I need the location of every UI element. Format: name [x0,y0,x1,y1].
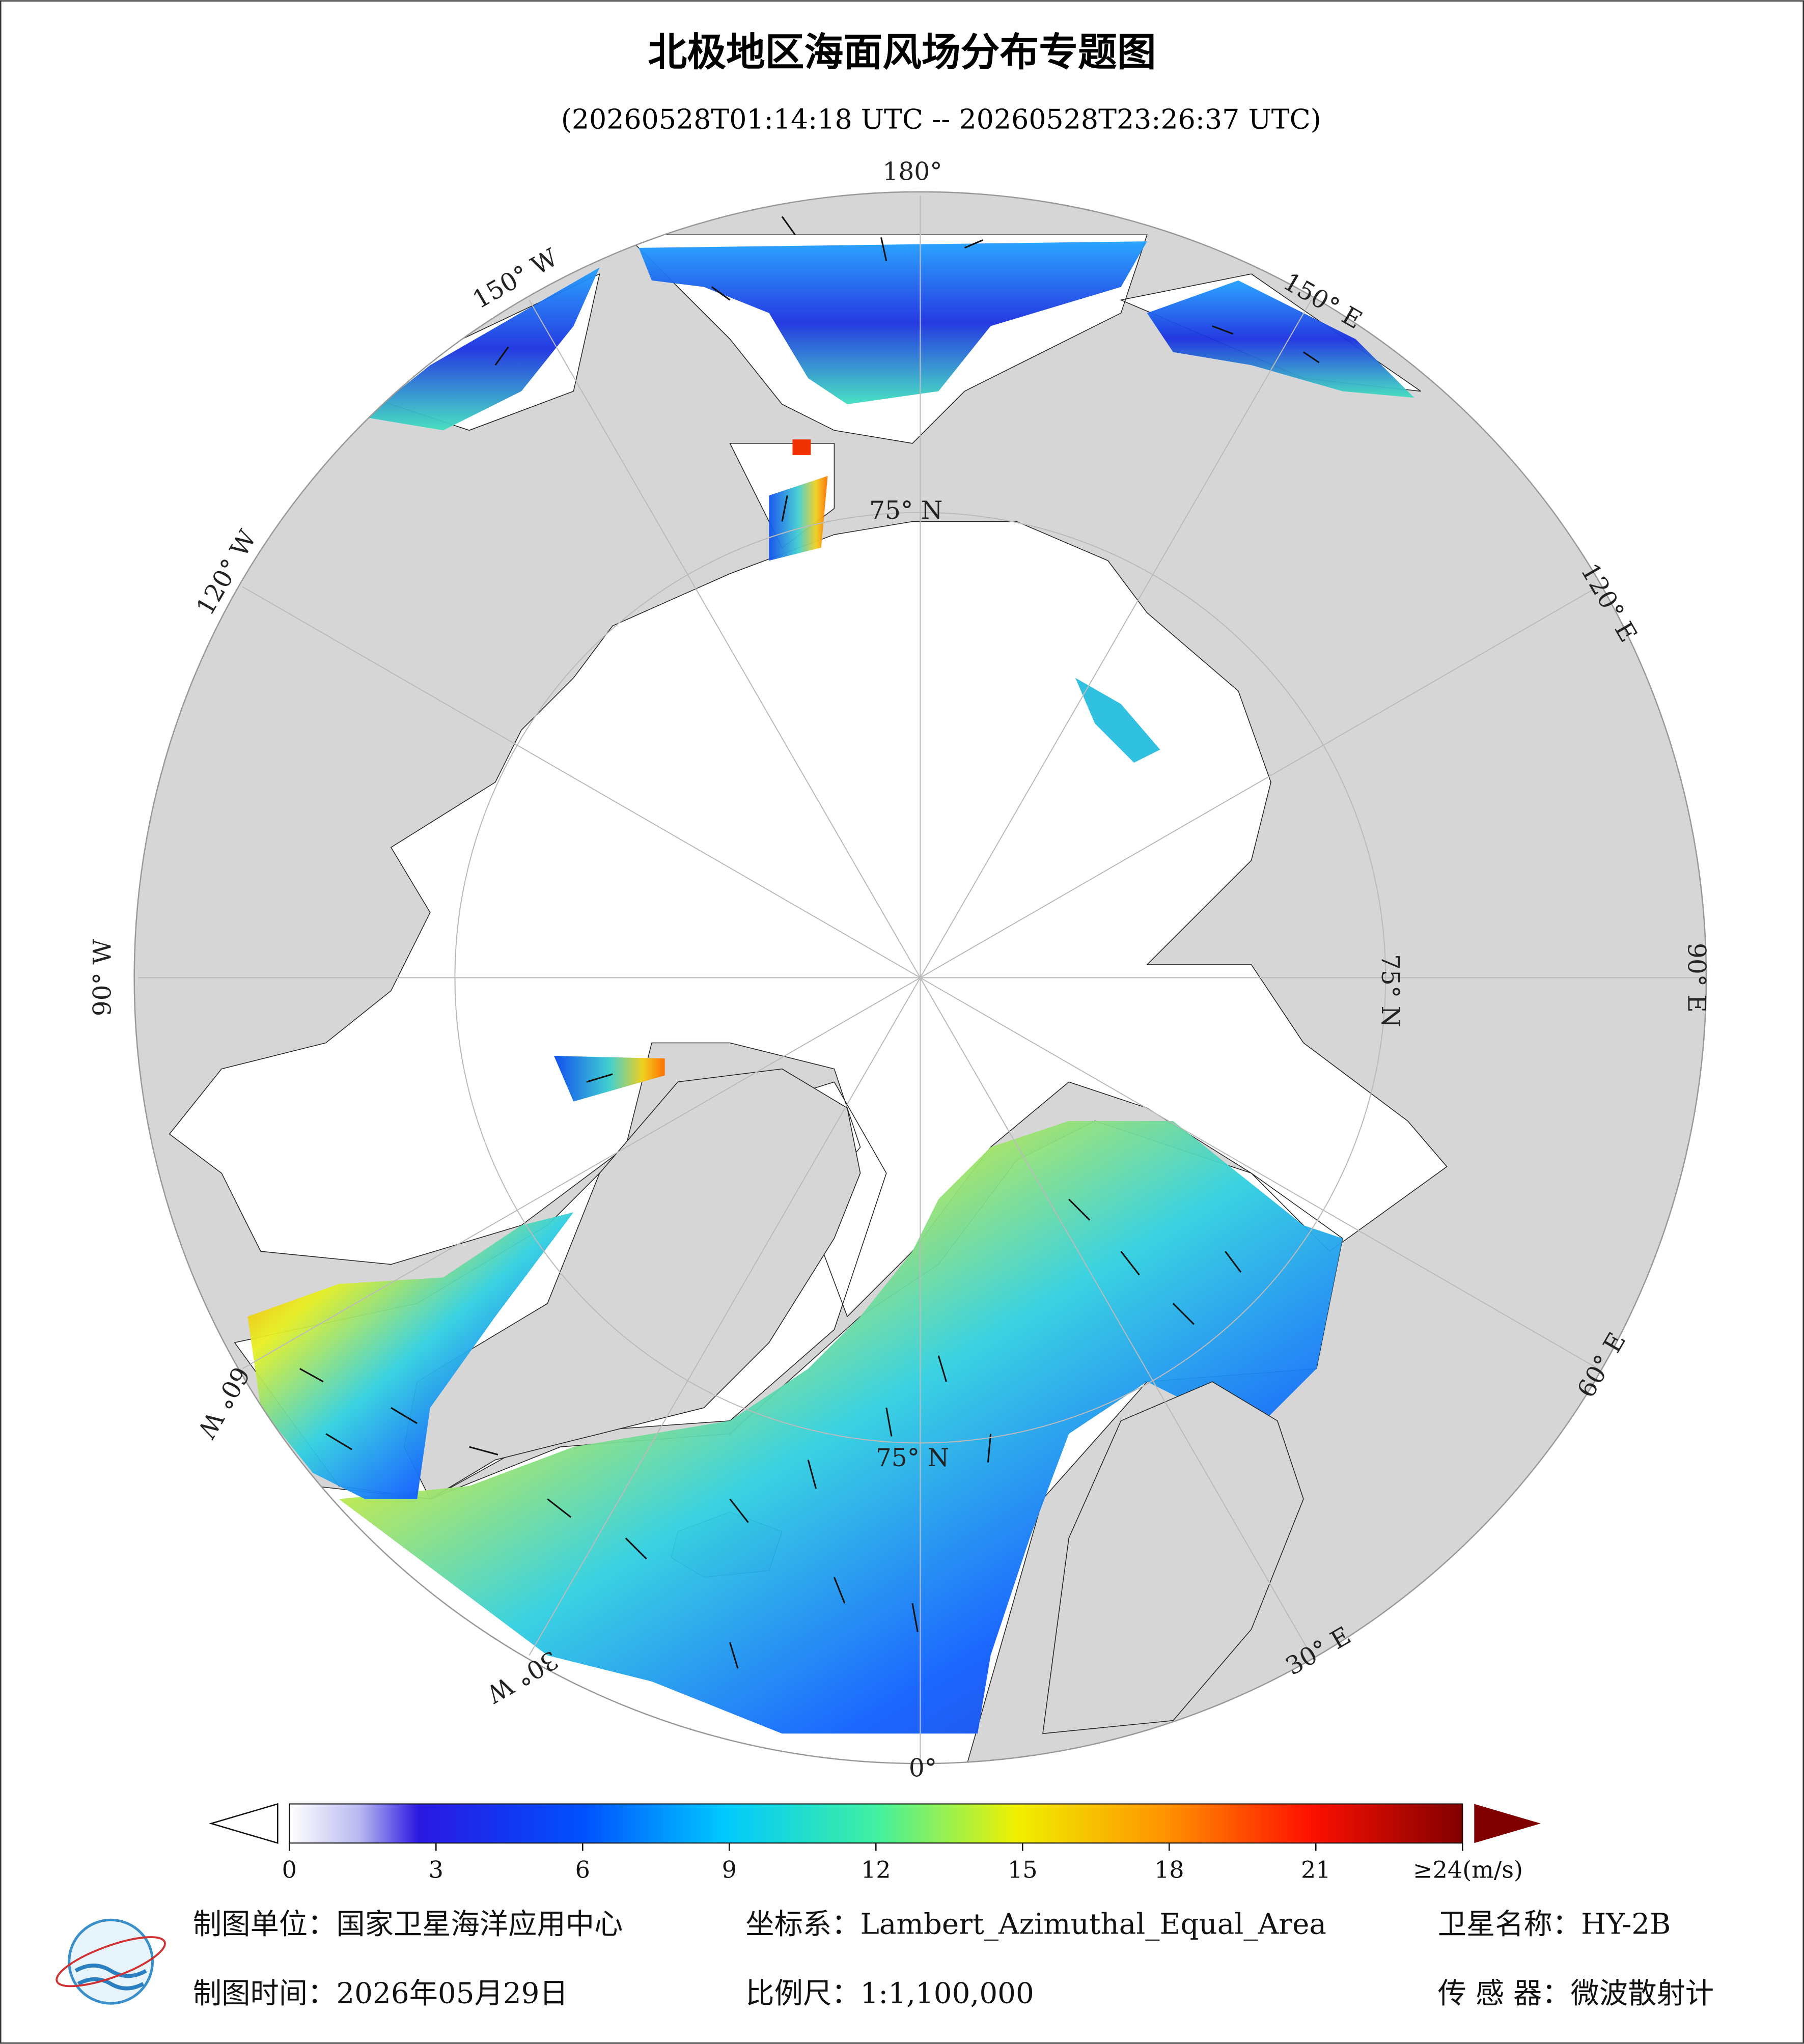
footer-scale: 比例尺：1:1,100,000 [745,1977,1034,2010]
colorbar-tick-label: 21 [1301,1856,1331,1884]
colorbar-tick-label: 6 [575,1856,590,1884]
wind-baffin [247,1212,574,1499]
lat-label: 75° N [876,1444,949,1472]
lon-label: 0° [909,1754,937,1782]
colorbar-tick-label: 18 [1154,1856,1184,1884]
colorbar-tick-label: 0 [282,1856,297,1884]
wind-spot [792,439,811,455]
latitude-labels: 75° N 75° N 75° N [869,496,1404,1472]
subtitle: (20260528T01:14:18 UTC -- 20260528T23:26… [561,103,1321,135]
colorbar-tick-label: ≥24(m/s) [1413,1856,1523,1884]
title: 北极地区海面风场分布专题图 [648,30,1156,75]
wind-arrows [299,216,1320,1669]
colorbar-under [209,1803,279,1844]
footer-unit: 制图单位：国家卫星海洋应用中心 [193,1908,623,1941]
wind-kara [1075,678,1160,763]
footer: 制图单位：国家卫星海洋应用中心 坐标系：Lambert_Azimuthal_Eq… [55,1908,1714,2010]
wind-pacific [639,241,1147,405]
colorbar-bar [289,1803,1463,1844]
map-border [133,191,1707,1765]
colorbar-tick-label: 9 [722,1856,737,1884]
wind-alaska [365,267,600,431]
map [134,191,1707,1764]
graticule [138,195,1703,1760]
logo [55,1918,166,2005]
lat-label: 75° N [1376,954,1404,1027]
colorbar-tick-label: 15 [1008,1856,1038,1884]
colorbar: 0 3 6 9 12 15 18 21 ≥24(m/s) [209,1803,1541,1884]
footer-satellite: 卫星名称：HY-2B [1438,1908,1671,1941]
wind-strait [769,475,828,561]
lon-label: 180° [882,157,942,186]
footer-projection: 坐标系：Lambert_Azimuthal_Equal_Area [745,1908,1326,1941]
wind-okhotsk [1147,280,1414,398]
scandinavia [1042,1381,1304,1734]
colorbar-over [1474,1804,1541,1843]
colorbar-tick-label: 3 [429,1856,443,1884]
colorbar-tick-label: 12 [861,1856,891,1884]
lon-label: 90° E [1682,943,1710,1013]
lat-label: 75° N [869,496,942,525]
footer-sensor: 传 感 器：微波散射计 [1438,1977,1714,2010]
wind-nares [553,1056,665,1102]
footer-date: 制图时间：2026年05月29日 [193,1977,568,2010]
lon-label: 90° W [88,939,117,1017]
